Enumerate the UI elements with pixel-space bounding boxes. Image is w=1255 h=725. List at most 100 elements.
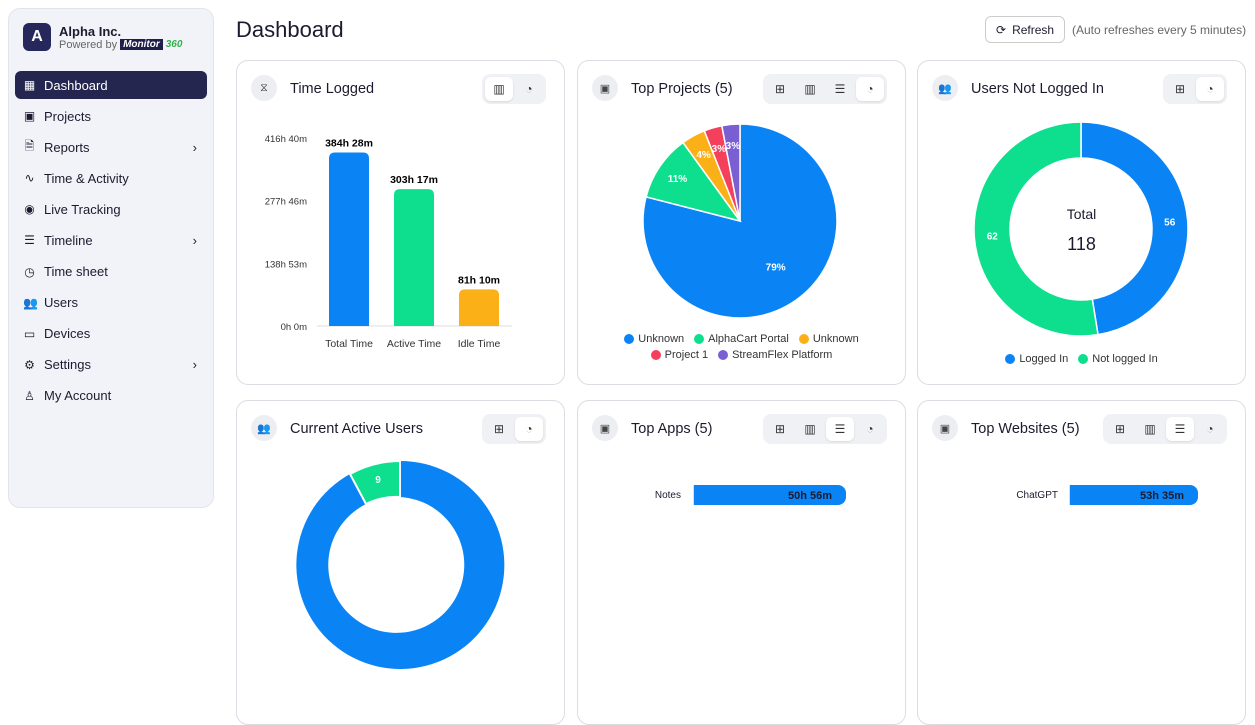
chevron-right-icon: › xyxy=(192,232,197,248)
sidebar-item-settings[interactable]: ⚙ Settings › xyxy=(15,351,207,379)
y-tick-label: 277h 46m xyxy=(265,197,307,208)
view-toggle: ⊞ ▥ ☰ ◔ xyxy=(763,414,887,444)
view-toggle: ⊞ ◔ xyxy=(1163,74,1227,104)
pie-chart-view-button[interactable]: ◔ xyxy=(856,77,884,101)
sidebar-item-my-account[interactable]: ♙ My Account xyxy=(15,382,207,410)
card-time-logged: ⧖ Time Logged ▥ ◔ 0h 0m 138h 53m 277h 46m 4… xyxy=(236,60,565,385)
legend-item[interactable]: Project 1 xyxy=(650,349,708,361)
timeline-icon: ☰ xyxy=(24,233,35,248)
legend-item[interactable]: Not logged In xyxy=(1078,353,1158,365)
sidebar-item-label: My Account xyxy=(44,388,112,404)
sidebar-item-reports[interactable]: 🗎 Reports › xyxy=(15,133,207,161)
card-title: Time Logged xyxy=(290,81,375,97)
horizontal-bar-view-button[interactable]: ☰ xyxy=(826,417,854,441)
pie-chart-view-button[interactable]: ◔ xyxy=(525,82,533,96)
pie-chart-view-button[interactable]: ◔ xyxy=(515,417,543,441)
table-view-button[interactable]: ⊞ xyxy=(1174,82,1186,96)
pie-chart-view-button[interactable]: ◔ xyxy=(1196,77,1224,101)
pie-chart-view-button[interactable]: ◔ xyxy=(866,422,874,436)
sidebar-item-label: Projects xyxy=(44,108,91,124)
hourglass-icon: ⧖ xyxy=(251,75,277,101)
sidebar-item-label: Settings xyxy=(44,357,91,373)
card-title: Users Not Logged In xyxy=(971,81,1104,97)
view-toggle: ⊞ ◔ xyxy=(482,414,546,444)
legend-item[interactable]: AlphaCart Portal xyxy=(694,333,789,345)
table-view-button[interactable]: ⊞ xyxy=(774,82,786,96)
horizontal-bar-view-button[interactable]: ☰ xyxy=(1166,417,1194,441)
slice-1 xyxy=(973,121,1099,337)
bar-chart-view-button[interactable]: ▥ xyxy=(804,422,816,436)
bar-chart-view-button[interactable]: ▥ xyxy=(485,77,513,101)
bar-value-label: 81h 10m xyxy=(458,274,500,286)
grid-icon: ▦ xyxy=(23,78,36,92)
bar-idle-time xyxy=(459,289,499,326)
sidebar-item-live-tracking[interactable]: ◉ Live Tracking xyxy=(15,195,207,223)
sidebar-item-time-sheet[interactable]: ◷ Time sheet xyxy=(15,258,207,286)
x-tick-label: Idle Time xyxy=(458,338,501,350)
view-toggle: ▥ ◔ xyxy=(482,74,546,104)
bar-chart-view-button[interactable]: ▥ xyxy=(1144,422,1156,436)
org-avatar: A xyxy=(23,23,51,51)
sidebar-item-timeline[interactable]: ☰ Timeline › xyxy=(15,226,207,254)
users-icon: 👥 xyxy=(932,75,958,101)
brand: A Alpha Inc. Powered by Monitor 360 xyxy=(23,23,182,51)
sidebar-item-users[interactable]: 👥 Users xyxy=(15,289,207,317)
slice-0 xyxy=(1080,121,1189,336)
gear-icon: ⚙ xyxy=(24,357,35,372)
card-current-active-users: 👥 Current Active Users ⊞ ◔ 9 xyxy=(236,400,565,725)
user-icon: ♙ xyxy=(24,388,35,403)
sidebar-item-label: Devices xyxy=(44,326,91,342)
table-view-button[interactable]: ⊞ xyxy=(493,422,505,436)
view-toggle: ⊞ ▥ ☰ ◔ xyxy=(763,74,887,104)
bar-total-time xyxy=(329,152,369,326)
legend-swatch xyxy=(694,334,705,344)
active-users-donut: 9 xyxy=(296,459,505,669)
legend: Logged In Not logged In xyxy=(918,353,1245,365)
horizontal-bar-view-button[interactable]: ☰ xyxy=(834,82,846,96)
folder-icon: ▣ xyxy=(932,415,958,441)
chevron-right-icon: › xyxy=(192,357,197,373)
sidebar-item-label: Time & Activity xyxy=(44,170,129,186)
auto-refresh-note: (Auto refreshes every 5 minutes) xyxy=(1072,23,1247,37)
sidebar-item-dashboard[interactable]: ▦ Dashboard xyxy=(15,71,207,99)
chevron-right-icon: › xyxy=(192,139,197,155)
users-donut: 56 62 xyxy=(973,121,1189,337)
sidebar: A Alpha Inc. Powered by Monitor 360 ▦ Dashb… xyxy=(8,8,214,508)
sidebar-item-projects[interactable]: ▣ Projects xyxy=(15,102,207,130)
bar-label: 53h 35m xyxy=(1140,490,1185,502)
x-tick-label: Total Time xyxy=(325,338,373,350)
powered-by: Powered by xyxy=(59,38,118,51)
legend-item[interactable]: Unknown xyxy=(624,333,684,345)
pie-chart-view-button[interactable]: ◔ xyxy=(1206,422,1214,436)
y-tick-label: 138h 53m xyxy=(265,259,307,270)
refresh-icon: ⟳ xyxy=(996,22,1007,37)
time-logged-chart: 0h 0m 138h 53m 277h 46m 416h 40m 384h 28m Tot… xyxy=(265,134,512,350)
users-icon: 👥 xyxy=(251,415,277,441)
file-icon: 🗎 xyxy=(24,138,35,153)
broadcast-icon: ◉ xyxy=(24,202,35,217)
bar-active-time xyxy=(394,189,434,326)
folder-icon: ▣ xyxy=(592,75,618,101)
legend-swatch xyxy=(718,350,729,360)
bar-chart-view-button[interactable]: ▥ xyxy=(804,82,816,96)
legend-swatch xyxy=(1078,354,1089,364)
slice-label: 4% xyxy=(696,150,711,161)
legend-item[interactable]: Logged In xyxy=(1005,353,1068,365)
legend-item[interactable]: Unknown xyxy=(798,333,859,345)
table-view-button[interactable]: ⊞ xyxy=(1114,422,1126,436)
sidebar-item-devices[interactable]: ▭ Devices xyxy=(15,320,207,348)
legend-swatch xyxy=(624,334,635,344)
slice-label: 9 xyxy=(375,475,381,486)
legend-item[interactable]: StreamFlex Platform xyxy=(718,349,832,361)
sidebar-item-time-activity[interactable]: ∿ Time & Activity xyxy=(15,164,207,192)
sidebar-item-label: Timeline xyxy=(44,232,93,248)
card-title: Top Projects (5) xyxy=(631,81,733,97)
slice-label: 62 xyxy=(987,232,999,243)
card-top-websites: ▣ Top Websites (5) ⊞ ▥ ☰ ◔ ChatGPT 53h 3… xyxy=(917,400,1246,725)
refresh-button[interactable]: ⟳ Refresh xyxy=(985,16,1066,43)
card-users-not-logged-in: 👥 Users Not Logged In ⊞ ◔ 56 62 Total 118… xyxy=(917,60,1246,385)
slice-label: 3% xyxy=(712,144,727,155)
sidebar-item-label: Dashboard xyxy=(44,77,108,93)
table-view-button[interactable]: ⊞ xyxy=(774,422,786,436)
donut-center-value: 118 xyxy=(1067,234,1096,254)
